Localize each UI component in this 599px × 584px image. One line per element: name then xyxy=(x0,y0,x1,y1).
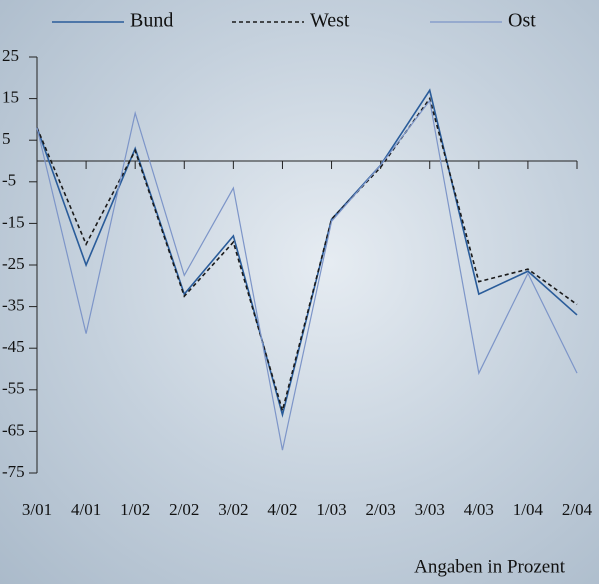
y-tick-label: -15 xyxy=(2,212,25,231)
y-tick-label: -45 xyxy=(2,337,25,356)
x-tick-label: 1/03 xyxy=(316,500,346,519)
y-tick-label: 25 xyxy=(2,46,19,65)
x-tick-label: 1/04 xyxy=(513,500,544,519)
x-tick-label: 2/02 xyxy=(169,500,199,519)
y-tick-label: 5 xyxy=(2,129,11,148)
chart: Angaben in Prozent 25 15 5 -5 -15 -25 -35 -45 -5… xyxy=(0,0,599,584)
x-tick-label: 2/04 xyxy=(562,500,593,519)
legend-label: Ost xyxy=(508,10,536,32)
y-tick-label: -25 xyxy=(2,254,25,273)
y-tick-label: 15 xyxy=(2,88,19,107)
y-tick-label: -75 xyxy=(2,462,25,481)
y-tick-label: -35 xyxy=(2,296,25,315)
y-tick-label: -5 xyxy=(2,171,16,190)
x-tick-label: 1/02 xyxy=(120,500,150,519)
legend-label: West xyxy=(310,10,350,32)
x-tick-label: 3/01 xyxy=(22,500,52,519)
background xyxy=(0,0,599,584)
legend-label: Bund xyxy=(130,10,173,32)
annotation: Angaben in Prozent xyxy=(414,556,566,577)
x-tick-label: 4/02 xyxy=(267,500,297,519)
x-tick-label: 3/02 xyxy=(218,500,248,519)
x-tick-label: 3/03 xyxy=(415,500,445,519)
x-tick-label: 4/01 xyxy=(71,500,101,519)
x-tick-label: 2/03 xyxy=(366,500,396,519)
y-tick-label: -55 xyxy=(2,379,25,398)
x-tick-label: 4/03 xyxy=(464,500,494,519)
y-tick-label: -65 xyxy=(2,420,25,439)
